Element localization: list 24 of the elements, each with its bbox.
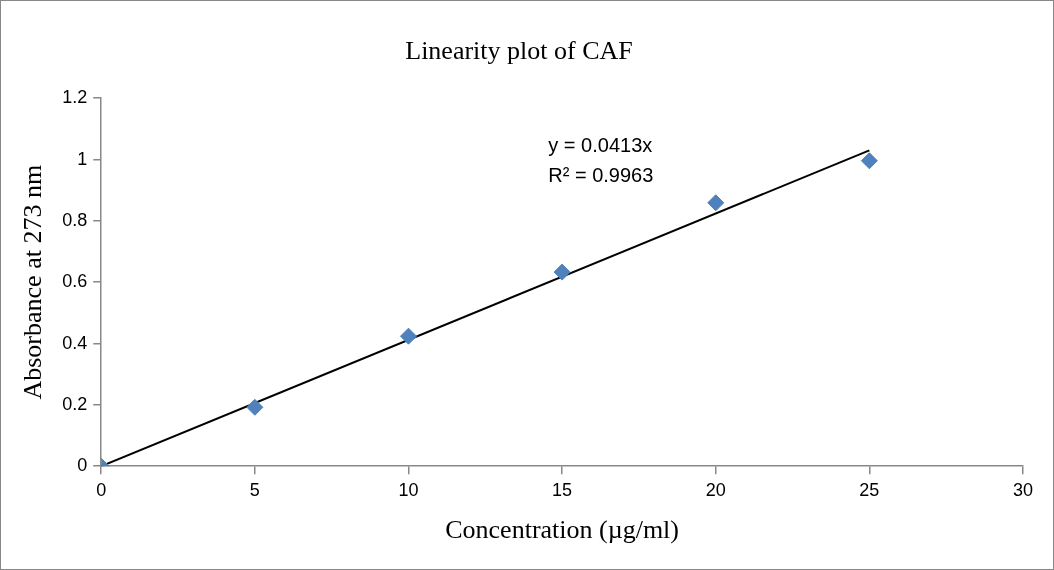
y-tick-label: 0.4: [62, 332, 88, 353]
x-tick-label: 0: [96, 479, 107, 500]
x-tick-label: 20: [705, 479, 726, 500]
y-tick-label: 0: [77, 455, 88, 476]
y-tick-label: 0.8: [62, 209, 88, 230]
x-tick-label: 30: [1012, 479, 1034, 500]
x-tick-label: 10: [398, 479, 419, 500]
point: [553, 263, 571, 281]
y-tick-label: 1: [77, 148, 88, 169]
annotation: R² = 0.9963: [548, 163, 654, 186]
y-tick-label: 1.2: [62, 87, 88, 108]
point: [246, 398, 264, 416]
x-axis-title: Concentration (µg/ml): [445, 515, 679, 545]
chart-title: Linearity plot of CAF: [405, 36, 633, 66]
y-axis-title: Absorbance at 273 nm: [18, 164, 48, 400]
point: [399, 327, 417, 345]
y-tick-label: 0.6: [62, 271, 88, 292]
annotation: y = 0.0413x: [548, 133, 653, 156]
x-tick-label: 25: [859, 479, 880, 500]
x-tick-label: 15: [552, 479, 573, 500]
point: [707, 194, 725, 212]
y-tick-label: 0.2: [62, 393, 88, 414]
point: [860, 152, 878, 170]
x-tick-label: 5: [249, 479, 260, 500]
